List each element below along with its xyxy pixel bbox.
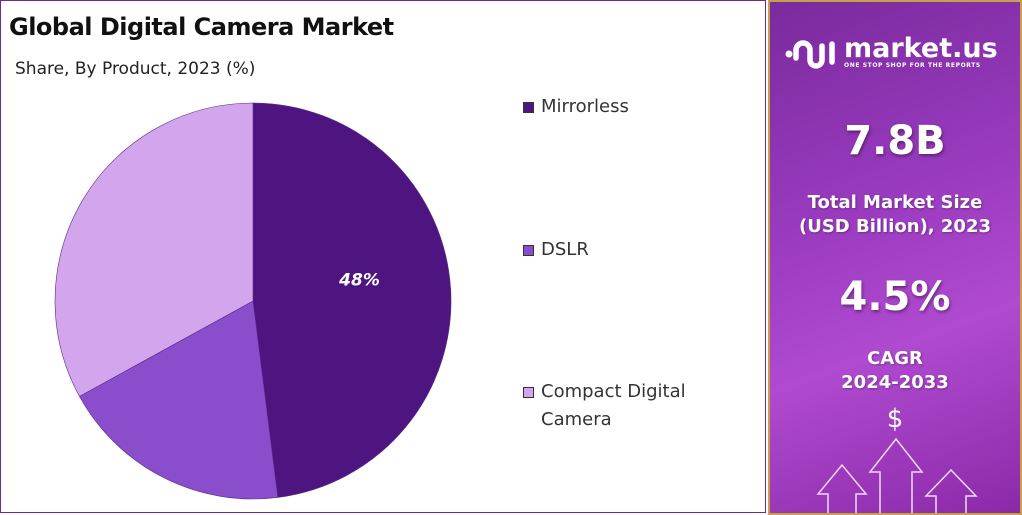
cagr-label: CAGR xyxy=(867,348,923,369)
market-size-label-2: (USD Billion), 2023 xyxy=(798,216,992,237)
market-size-label: Total Market Size xyxy=(807,192,983,213)
pie-slice-mirrorless xyxy=(252,102,452,498)
chart-title: Global Digital Camera Market xyxy=(9,13,394,41)
legend-label: Compact Digital Camera xyxy=(541,381,686,430)
growth-arrows-icon xyxy=(816,437,978,513)
legend-swatch xyxy=(523,245,534,256)
legend-swatch xyxy=(523,102,534,113)
market-size-value: 7.8B xyxy=(844,118,946,164)
pie-slice-compact-digital-camera xyxy=(54,102,254,397)
cagr-value: 4.5% xyxy=(839,274,951,320)
summary-panel: market.us ONE STOP SHOP FOR THE REPORTS … xyxy=(768,0,1022,515)
legend-swatch xyxy=(523,387,534,398)
brand-name: market.us xyxy=(844,32,998,64)
brand-logo: market.us ONE STOP SHOP FOR THE REPORTS xyxy=(784,32,998,72)
legend-item-dslr: DSLR xyxy=(523,236,589,264)
pie-chart: 48% xyxy=(54,102,452,500)
data-label: 48% xyxy=(338,270,380,290)
market-us-logo-icon xyxy=(785,40,835,69)
legend-item-compact: Compact Digital Camera xyxy=(523,378,686,434)
dollar-icon: $ xyxy=(886,404,904,434)
brand-tagline: ONE STOP SHOP FOR THE REPORTS xyxy=(844,61,981,69)
cagr-period: 2024-2033 xyxy=(841,372,949,393)
pie-slice-dslr xyxy=(79,300,279,500)
chart-subtitle: Share, By Product, 2023 (%) xyxy=(15,59,256,79)
legend-label: Mirrorless xyxy=(541,96,629,117)
legend-item-mirrorless: Mirrorless xyxy=(523,93,629,121)
legend-label: DSLR xyxy=(541,239,589,260)
chart-panel: Global Digital Camera Market Share, By P… xyxy=(0,0,766,513)
